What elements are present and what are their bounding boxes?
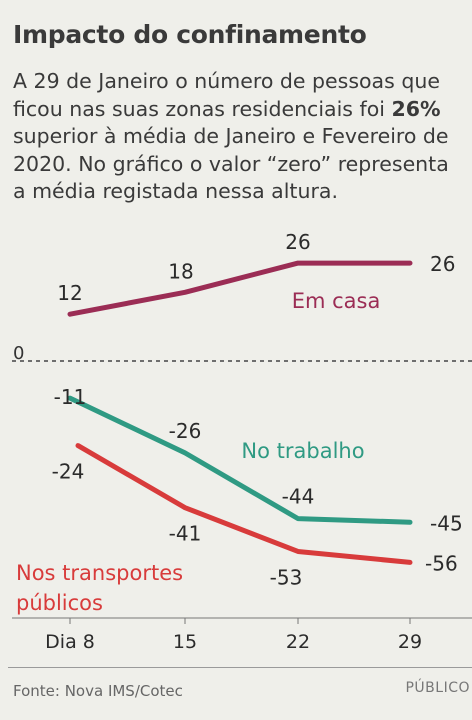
data-label-transportes-1: -41 (169, 522, 202, 546)
x-tick-label-2: 22 (286, 631, 310, 653)
chart-title: Impacto do confinamento (13, 20, 367, 49)
chart-description: A 29 de Janeiro o número de pessoas que … (13, 68, 463, 206)
data-label-em-casa-1: 18 (168, 259, 193, 283)
source-note: Fonte: Nova IMS/Cotec (13, 682, 183, 700)
x-tick-label-0: Dia 8 (45, 631, 95, 653)
series-name-em-casa: Em casa (292, 289, 381, 313)
data-label-no-trabalho-2: -44 (282, 485, 315, 509)
intro-text-start: A 29 de Janeiro o número de pessoas que … (13, 69, 440, 121)
data-label-em-casa-3: 26 (430, 252, 455, 276)
series-line-transportes (75, 443, 413, 565)
series-line-em-casa (67, 260, 413, 317)
data-label-em-casa-0: 12 (57, 281, 82, 305)
data-label-no-trabalho-3: -45 (430, 511, 463, 535)
intro-text-end: superior à média de Janeiro e Fevereiro … (13, 124, 449, 203)
data-label-transportes-0: -24 (52, 460, 85, 484)
series-name-transportes-line-1: públicos (16, 591, 103, 615)
series-line-no-trabalho (67, 395, 413, 525)
x-tick-label-1: 15 (173, 631, 197, 653)
brand-label: PÚBLICO (405, 680, 470, 696)
zero-label: 0 (13, 343, 24, 364)
data-label-transportes-2: -53 (270, 565, 303, 589)
data-label-transportes-3: -56 (425, 551, 458, 575)
data-label-em-casa-2: 26 (285, 230, 310, 254)
series-name-transportes: Nos transportes (16, 561, 183, 585)
data-label-no-trabalho-1: -26 (169, 419, 202, 443)
footer-divider (8, 667, 472, 668)
x-tick-label-3: 29 (398, 631, 422, 653)
intro-highlight: 26% (391, 96, 441, 121)
series-name-no-trabalho: No trabalho (241, 439, 364, 463)
data-label-no-trabalho-0: -11 (54, 385, 87, 409)
